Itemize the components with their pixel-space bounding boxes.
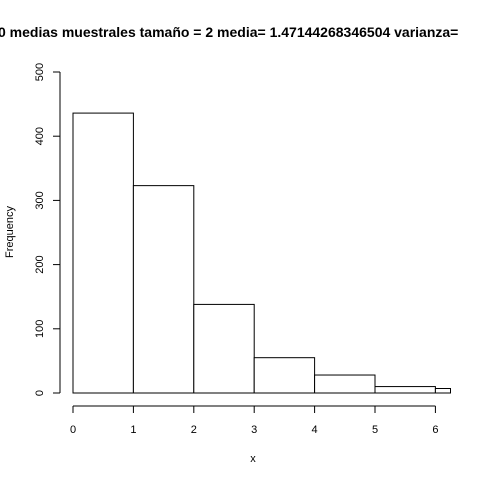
bars-group [72,112,451,394]
x-tick-label: 2 [191,424,197,436]
chart-title: 0 medias muestrales tamaño = 2 media= 1.… [0,24,458,40]
y-axis-label: Frequency [4,206,16,258]
y-tick-label: 500 [34,63,46,81]
y-tick-label: 0 [34,390,46,396]
x-axis-label: x [250,453,256,465]
x-tick-label: 5 [372,424,378,436]
histogram-bar-1 [72,112,134,394]
x-tick-label: 6 [432,424,438,436]
histogram-bar-4 [253,357,316,394]
x-tick-label: 0 [70,424,76,436]
x-axis: 0 1 2 3 4 5 6 [70,405,438,436]
histogram-bar-3 [193,303,255,394]
y-tick-label: 400 [34,127,46,145]
x-tick-label: 1 [130,424,136,436]
x-tick-label: 4 [312,424,318,436]
histogram-bar-5 [314,374,376,394]
y-tick-label: 300 [34,191,46,209]
histogram-bar-2 [132,185,195,394]
x-tick-label: 3 [251,424,257,436]
y-tick-label: 100 [34,320,46,338]
histogram-bar-6 [374,386,436,394]
histogram-bar-7 [434,388,451,394]
y-axis: 0 100 200 300 400 500 [34,63,61,396]
y-tick-label: 200 [34,255,46,273]
